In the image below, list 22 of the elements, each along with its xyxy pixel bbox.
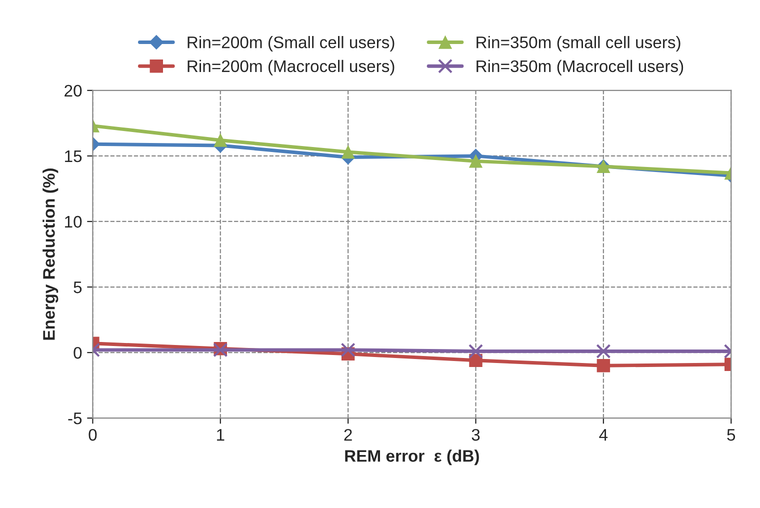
legend-label: Rin=350m (small cell users) (476, 36, 680, 52)
point (468, 344, 484, 359)
y-tick-label: -5 (68, 412, 82, 424)
x-tick-label: 3 (472, 428, 480, 441)
x-tick-label: 0 (88, 428, 97, 441)
x-tick-label: 1 (217, 429, 224, 441)
y-tick-label: 10 (65, 216, 82, 228)
point (341, 145, 355, 159)
x-axis-title: REM error ε (dB) (345, 450, 479, 466)
legend-label: Rin=200m (Small cell users) (188, 36, 394, 52)
point (340, 342, 356, 358)
y-tick-label: 15 (65, 150, 82, 162)
y-tick-label: 20 (64, 84, 82, 97)
legend-label: Rin=350m (Macrocell users) (476, 60, 684, 76)
legend-label: Rin=200m (Macrocell users) (188, 60, 394, 76)
x-tick-label: 5 (727, 429, 736, 441)
y-tick-label: 0 (74, 346, 82, 359)
x-tick-label: 4 (599, 429, 608, 441)
y-axis-title: Energy Reduction (%) (42, 168, 58, 340)
y-tick-label: 5 (74, 282, 82, 294)
x-tick-label: 2 (344, 428, 352, 441)
point (469, 154, 482, 168)
